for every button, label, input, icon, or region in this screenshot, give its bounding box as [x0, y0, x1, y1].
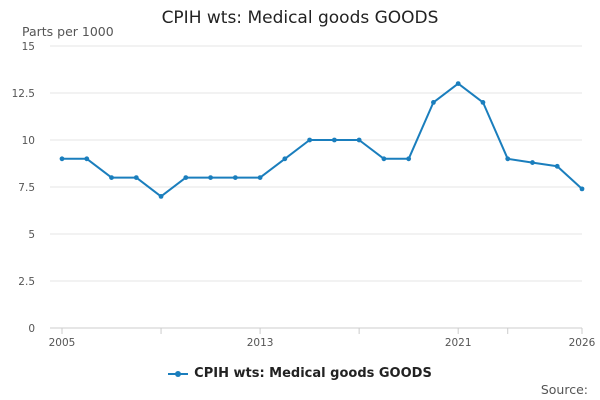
y-tick-label: 2.5: [18, 276, 35, 288]
data-point[interactable]: [307, 137, 313, 143]
y-tick-label: 10: [22, 135, 35, 147]
x-tick-label: 2021: [445, 337, 472, 349]
y-tick-label: 15: [22, 41, 35, 53]
data-point[interactable]: [208, 175, 213, 181]
data-point[interactable]: [158, 194, 164, 199]
x-tick-label: 2005: [49, 337, 76, 349]
data-point[interactable]: [381, 156, 387, 162]
y-tick-label: 5: [28, 229, 35, 241]
x-tick-label: 2013: [247, 337, 274, 349]
y-axis-label: Parts per 1000: [22, 24, 114, 39]
data-point[interactable]: [455, 81, 461, 86]
legend-label: CPIH wts: Medical goods GOODS: [194, 366, 432, 381]
data-point[interactable]: [109, 175, 114, 181]
data-point[interactable]: [406, 156, 412, 162]
y-tick-label: 7.5: [18, 182, 35, 194]
data-point[interactable]: [257, 175, 263, 181]
data-point[interactable]: [183, 175, 189, 181]
data-point[interactable]: [480, 100, 486, 105]
data-point[interactable]: [579, 186, 585, 192]
chart-title: CPIH wts: Medical goods GOODS: [161, 8, 439, 28]
series-line[interactable]: [62, 82, 583, 198]
y-tick-label: 12.5: [12, 88, 35, 100]
source-label[interactable]: Source:: [540, 382, 588, 397]
x-tick-label: 2026: [569, 337, 596, 349]
data-point[interactable]: [84, 156, 90, 162]
data-point[interactable]: [282, 156, 288, 162]
data-point[interactable]: [530, 160, 535, 165]
data-point[interactable]: [554, 163, 560, 169]
data-point[interactable]: [133, 175, 139, 181]
data-point[interactable]: [356, 137, 362, 143]
data-point[interactable]: [59, 156, 65, 162]
data-point[interactable]: [505, 156, 511, 162]
legend-marker-icon: [168, 369, 189, 379]
legend[interactable]: CPIH wts: Medical goods GOODS: [0, 366, 600, 381]
data-point[interactable]: [331, 137, 337, 143]
y-tick-label: 0: [28, 323, 35, 335]
data-point[interactable]: [431, 100, 436, 105]
data-point[interactable]: [232, 175, 238, 181]
